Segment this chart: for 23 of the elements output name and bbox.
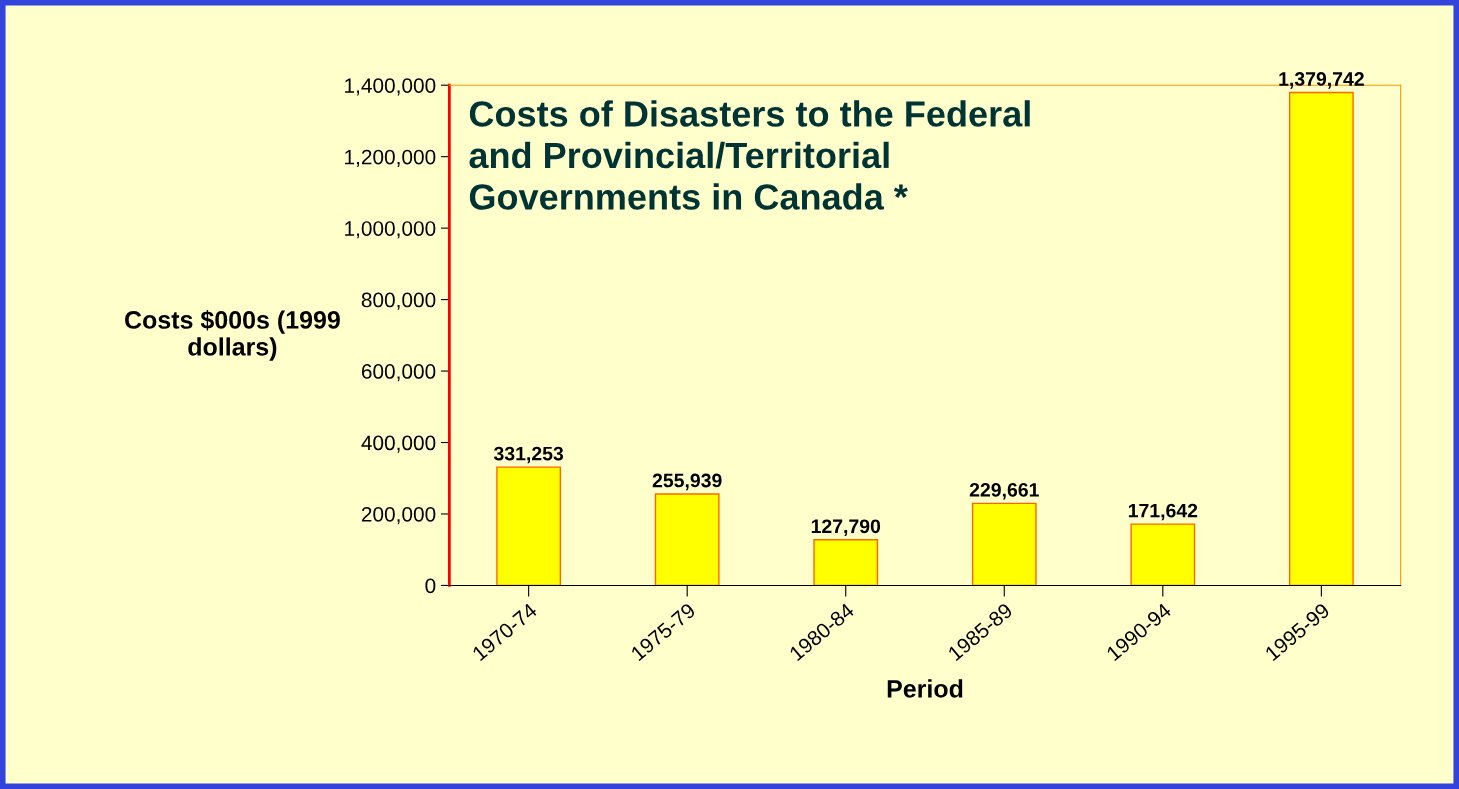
bar <box>971 502 1037 586</box>
y-tick-label: 800,000 <box>361 292 436 310</box>
y-tick-label: 1,400,000 <box>345 78 436 96</box>
bar <box>813 539 879 586</box>
data-label: 127,790 <box>811 519 881 536</box>
data-label: 229,661 <box>969 482 1039 500</box>
y-tick-label: 1,000,000 <box>345 221 436 239</box>
y-axis-title: Costs $000s (1999 dollars) <box>125 309 340 361</box>
data-label: 171,642 <box>1128 503 1198 521</box>
y-tick-label: 0 <box>425 578 436 594</box>
bar <box>1130 523 1196 586</box>
y-tick-label: 400,000 <box>361 435 436 453</box>
text: Costs of Disasters to the Federal and Provincial/Territorial Governments in Canada * <box>469 100 1030 210</box>
y-tick-label: 600,000 <box>361 364 436 382</box>
y-tick-label: 200,000 <box>361 506 436 525</box>
x-axis-title: Period <box>887 679 963 698</box>
data-label: 331,253 <box>493 446 564 464</box>
data-label: 1,379,742 <box>1279 72 1364 89</box>
bar <box>1288 91 1354 586</box>
bar <box>654 493 720 586</box>
data-label: 255,939 <box>652 473 722 491</box>
bar <box>496 466 562 586</box>
y-tick-label: 1,200,000 <box>345 149 436 167</box>
